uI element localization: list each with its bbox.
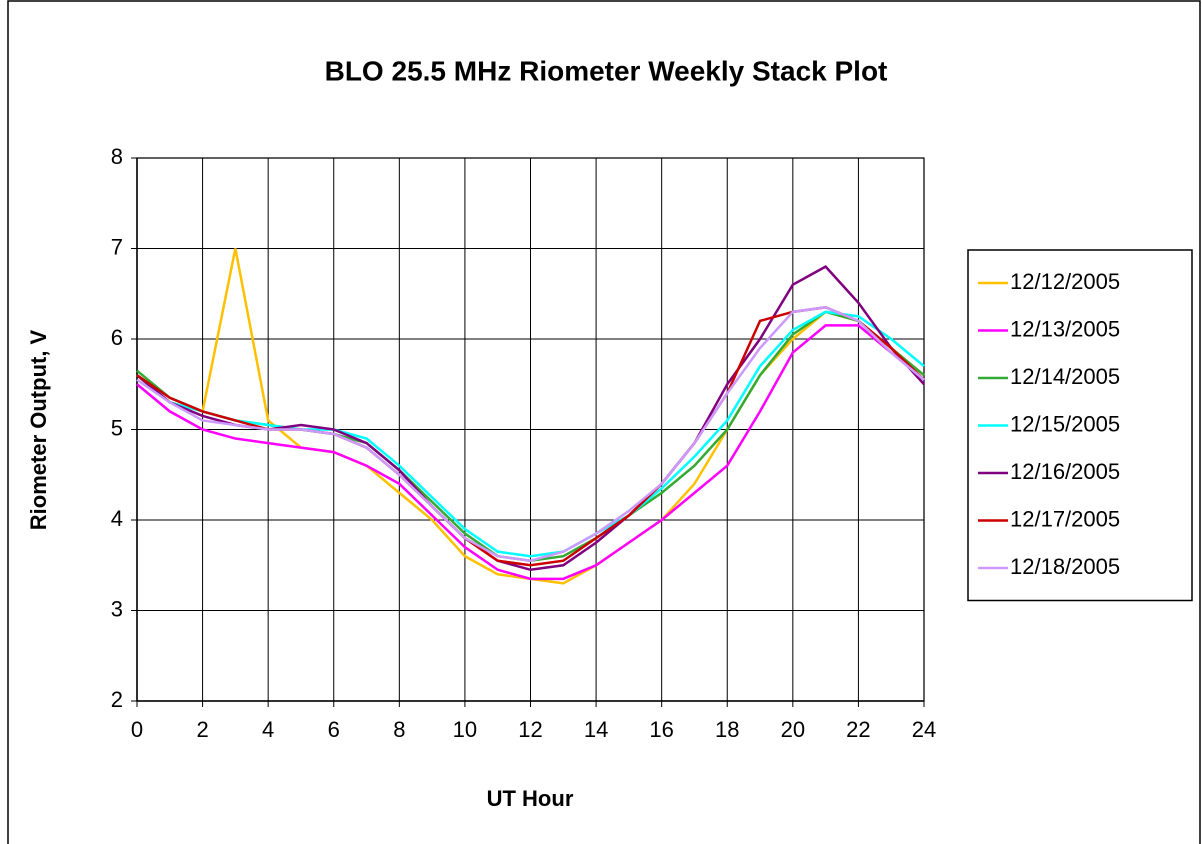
x-tick-label: 8 — [393, 717, 405, 742]
x-tick-label: 22 — [846, 717, 870, 742]
y-tick-label: 3 — [111, 596, 123, 621]
x-tick-label: 2 — [196, 717, 208, 742]
y-tick-label: 6 — [111, 325, 123, 350]
x-tick-label: 20 — [781, 717, 805, 742]
x-tick-label: 12 — [518, 717, 542, 742]
x-tick-label: 18 — [715, 717, 739, 742]
x-tick-label: 6 — [328, 717, 340, 742]
legend-label: 12/17/2005 — [1010, 506, 1120, 531]
x-tick-label: 14 — [584, 717, 608, 742]
legend-label: 12/14/2005 — [1010, 364, 1120, 389]
y-axis-label: Riometer Output, V — [26, 329, 51, 530]
y-tick-label: 2 — [111, 687, 123, 712]
legend-label: 12/12/2005 — [1010, 269, 1120, 294]
chart-title: BLO 25.5 MHz Riometer Weekly Stack Plot — [325, 55, 888, 86]
series-line — [136, 324, 925, 581]
x-tick-label: 0 — [131, 717, 143, 742]
y-tick-label: 4 — [111, 506, 123, 531]
legend-label: 12/18/2005 — [1010, 554, 1120, 579]
y-tick-label: 5 — [111, 415, 123, 440]
series-line — [136, 306, 925, 562]
legend-label: 12/16/2005 — [1010, 459, 1120, 484]
legend-label: 12/15/2005 — [1010, 411, 1120, 436]
x-tick-label: 4 — [262, 717, 274, 742]
y-tick-label: 7 — [111, 234, 123, 259]
legend-label: 12/13/2005 — [1010, 316, 1120, 341]
x-tick-label: 16 — [649, 717, 673, 742]
x-axis-label: UT Hour — [487, 786, 574, 811]
x-tick-label: 24 — [912, 717, 936, 742]
series-line — [136, 310, 925, 558]
y-tick-label: 8 — [111, 144, 123, 169]
x-tick-label: 10 — [453, 717, 477, 742]
